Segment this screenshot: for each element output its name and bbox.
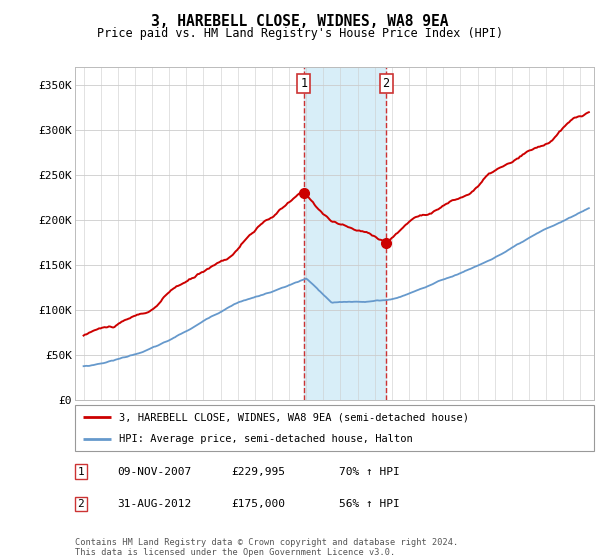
Text: £175,000: £175,000 [231, 499, 285, 509]
Text: Contains HM Land Registry data © Crown copyright and database right 2024.
This d: Contains HM Land Registry data © Crown c… [75, 538, 458, 557]
Text: 3, HAREBELL CLOSE, WIDNES, WA8 9EA: 3, HAREBELL CLOSE, WIDNES, WA8 9EA [151, 14, 449, 29]
Bar [304, 67, 386, 400]
Text: £229,995: £229,995 [231, 466, 285, 477]
Text: 56% ↑ HPI: 56% ↑ HPI [339, 499, 400, 509]
Text: 31-AUG-2012: 31-AUG-2012 [117, 499, 191, 509]
Text: 70% ↑ HPI: 70% ↑ HPI [339, 466, 400, 477]
Text: 1: 1 [77, 466, 85, 477]
Text: 2: 2 [77, 499, 85, 509]
Text: 09-NOV-2007: 09-NOV-2007 [117, 466, 191, 477]
Text: 2: 2 [382, 77, 389, 90]
Text: 3, HAREBELL CLOSE, WIDNES, WA8 9EA (semi-detached house): 3, HAREBELL CLOSE, WIDNES, WA8 9EA (semi… [119, 412, 469, 422]
Text: 1: 1 [300, 77, 307, 90]
Text: Price paid vs. HM Land Registry's House Price Index (HPI): Price paid vs. HM Land Registry's House … [97, 27, 503, 40]
Text: HPI: Average price, semi-detached house, Halton: HPI: Average price, semi-detached house,… [119, 435, 413, 444]
